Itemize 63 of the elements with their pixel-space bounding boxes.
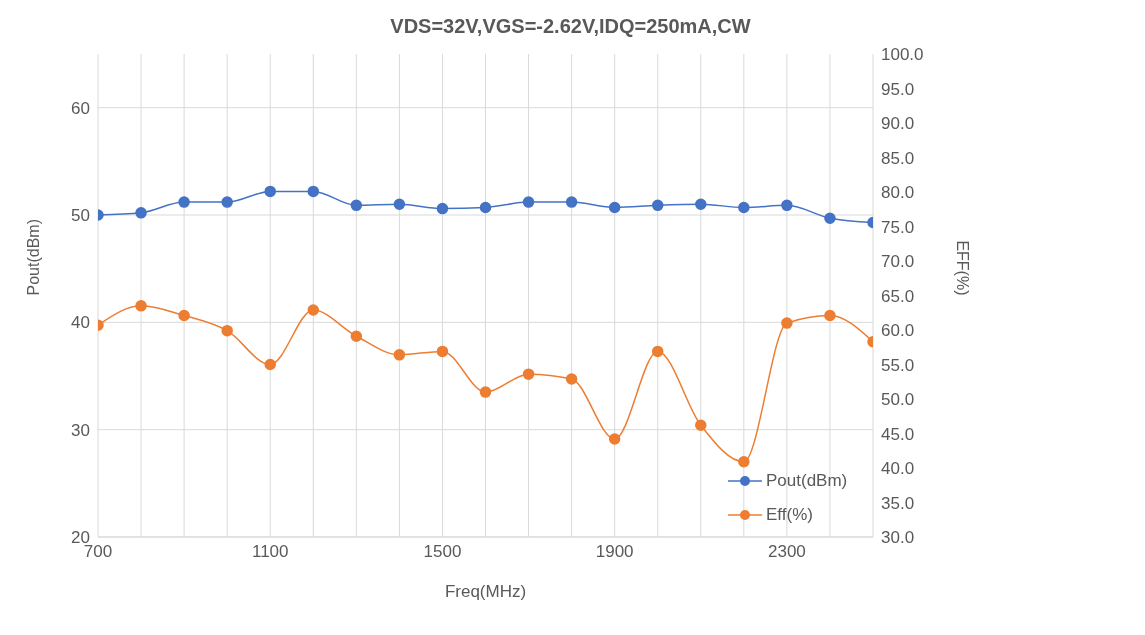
legend-label: Eff(%) — [766, 505, 813, 525]
point — [264, 185, 276, 198]
point — [565, 196, 578, 208]
point — [781, 199, 793, 212]
point — [264, 358, 276, 371]
y2-tick-label: 50.0 — [881, 390, 915, 410]
point — [221, 196, 233, 208]
legend-label: Pout(dBm) — [766, 471, 848, 491]
x-tick-label: 2300 — [767, 542, 806, 562]
point — [695, 198, 707, 211]
y2-tick-label: 30.0 — [881, 528, 915, 548]
x-tick-label: 1100 — [251, 542, 289, 562]
point — [350, 199, 363, 212]
y2-tick-label: 90.0 — [881, 114, 915, 134]
point — [608, 433, 621, 445]
x-axis-title: Freq(MHz) — [444, 582, 527, 601]
y2-tick-label: 35.0 — [881, 493, 915, 513]
x-tick-label: 1500 — [423, 542, 462, 562]
point — [307, 304, 320, 316]
y2-tick-label: 60.0 — [881, 321, 915, 341]
point — [350, 330, 363, 342]
point — [565, 373, 578, 385]
point — [522, 368, 535, 380]
point — [436, 345, 449, 358]
point — [393, 349, 406, 361]
point — [824, 212, 836, 224]
point — [393, 198, 406, 211]
y-tick-label: 50 — [71, 206, 90, 226]
point — [695, 419, 707, 431]
y-tick-label: 40 — [71, 313, 90, 333]
point — [651, 199, 664, 212]
point — [479, 386, 492, 398]
point — [221, 324, 233, 337]
y2-tick-label: 65.0 — [881, 286, 915, 306]
y-axis-title: Pout(dBm) — [24, 219, 42, 296]
point — [178, 309, 190, 322]
point — [781, 317, 793, 329]
point — [738, 456, 750, 468]
point — [608, 201, 621, 214]
point — [436, 202, 449, 215]
x-tick-label: 1900 — [595, 542, 634, 562]
y2-tick-label: 40.0 — [881, 459, 915, 479]
y2-tick-label: 80.0 — [881, 183, 915, 203]
point — [135, 207, 147, 219]
y-tick-label: 60 — [71, 98, 90, 118]
point — [522, 196, 535, 208]
y2-tick-label: 45.0 — [881, 424, 915, 444]
point — [135, 300, 147, 312]
chart-title: VDS=32V,VGS=-2.62V,IDQ=250mA,CW — [389, 14, 752, 39]
point — [651, 345, 664, 358]
y2-tick-label: 70.0 — [881, 252, 915, 272]
y2-tick-label: 100.0 — [881, 45, 924, 65]
y2-tick-label: 85.0 — [881, 148, 915, 168]
y2-tick-label: 55.0 — [881, 355, 915, 375]
point — [479, 201, 492, 214]
point — [824, 309, 836, 322]
point — [307, 185, 320, 198]
y2-axis-title: EFF(%) — [954, 240, 972, 296]
y2-tick-label: 95.0 — [881, 79, 915, 99]
y-tick-label: 30 — [71, 420, 90, 440]
y2-tick-label: 75.0 — [881, 217, 915, 237]
point — [178, 196, 190, 208]
point — [738, 201, 750, 214]
